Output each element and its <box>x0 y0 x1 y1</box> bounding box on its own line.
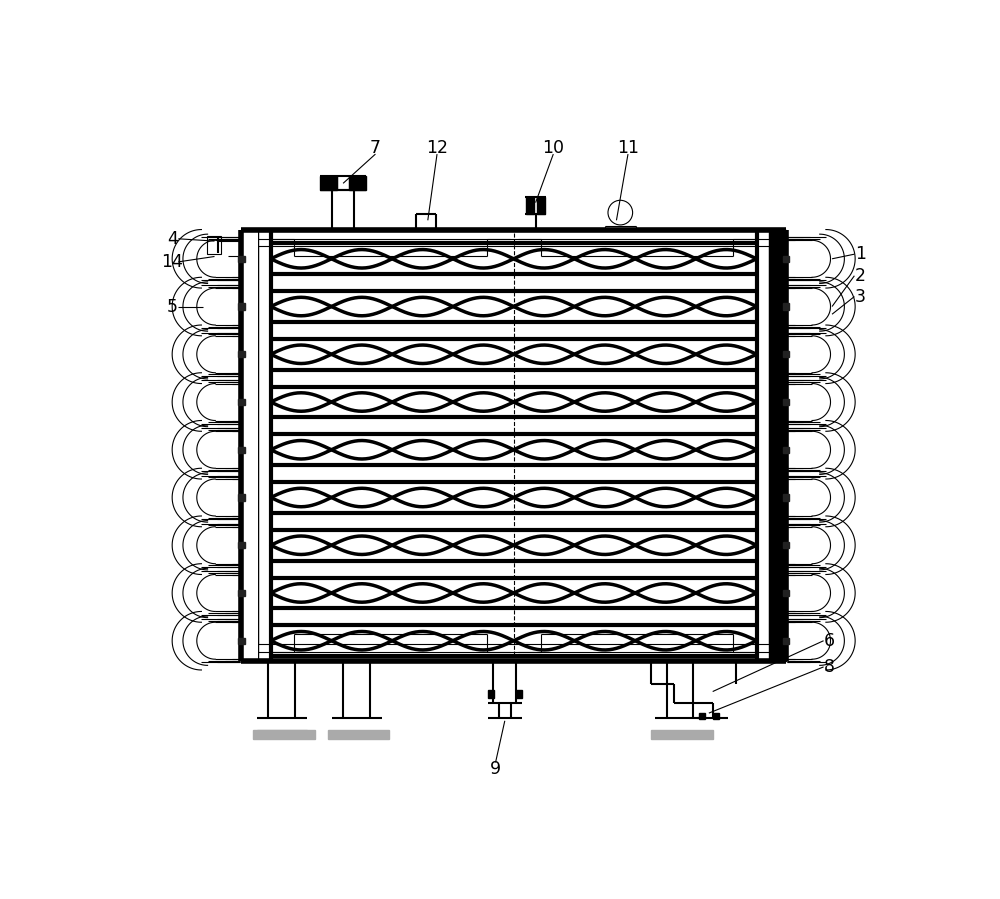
Bar <box>238 447 245 453</box>
Bar <box>783 255 789 262</box>
Bar <box>783 590 789 596</box>
Bar <box>783 352 789 358</box>
Bar <box>783 494 789 501</box>
Bar <box>253 730 315 739</box>
Bar <box>320 175 337 190</box>
Bar <box>783 399 789 405</box>
Text: 7: 7 <box>370 139 381 157</box>
Bar <box>241 229 258 661</box>
Bar <box>699 713 705 719</box>
Text: 1: 1 <box>855 245 866 263</box>
Text: 9: 9 <box>490 760 501 778</box>
Bar <box>238 399 245 405</box>
Text: 3: 3 <box>855 288 866 306</box>
Bar <box>713 713 719 719</box>
Bar <box>238 637 245 644</box>
Bar <box>783 637 789 644</box>
Text: 4: 4 <box>167 230 178 248</box>
Bar <box>488 690 494 698</box>
Bar <box>238 352 245 358</box>
Bar <box>783 304 789 309</box>
Bar <box>238 255 245 262</box>
Text: 6: 6 <box>824 632 835 650</box>
Bar <box>537 197 545 214</box>
Text: 5: 5 <box>167 298 178 316</box>
Text: 14: 14 <box>161 253 183 271</box>
Text: 2: 2 <box>855 267 866 285</box>
Bar <box>516 690 522 698</box>
Bar <box>349 175 366 190</box>
Bar <box>783 447 789 453</box>
Bar <box>783 542 789 548</box>
Bar <box>238 590 245 596</box>
Bar <box>238 494 245 501</box>
Bar <box>238 542 245 548</box>
Bar <box>651 730 713 739</box>
Bar <box>769 229 786 661</box>
Bar <box>207 236 221 254</box>
Text: 12: 12 <box>426 139 448 157</box>
Text: 11: 11 <box>617 139 639 157</box>
Bar <box>238 304 245 309</box>
Text: 10: 10 <box>542 139 564 157</box>
Bar <box>241 229 258 661</box>
Text: 8: 8 <box>824 658 835 676</box>
Bar <box>526 197 534 214</box>
Bar <box>328 730 389 739</box>
